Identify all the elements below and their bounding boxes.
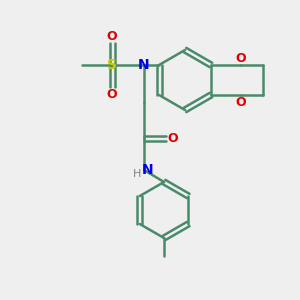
Text: H: H (133, 169, 141, 179)
Text: S: S (107, 58, 117, 72)
Text: O: O (236, 95, 246, 109)
Text: O: O (107, 29, 117, 43)
Text: N: N (142, 163, 154, 177)
Text: O: O (236, 52, 246, 64)
Text: O: O (107, 88, 117, 100)
Text: N: N (138, 58, 150, 72)
Text: O: O (168, 131, 178, 145)
